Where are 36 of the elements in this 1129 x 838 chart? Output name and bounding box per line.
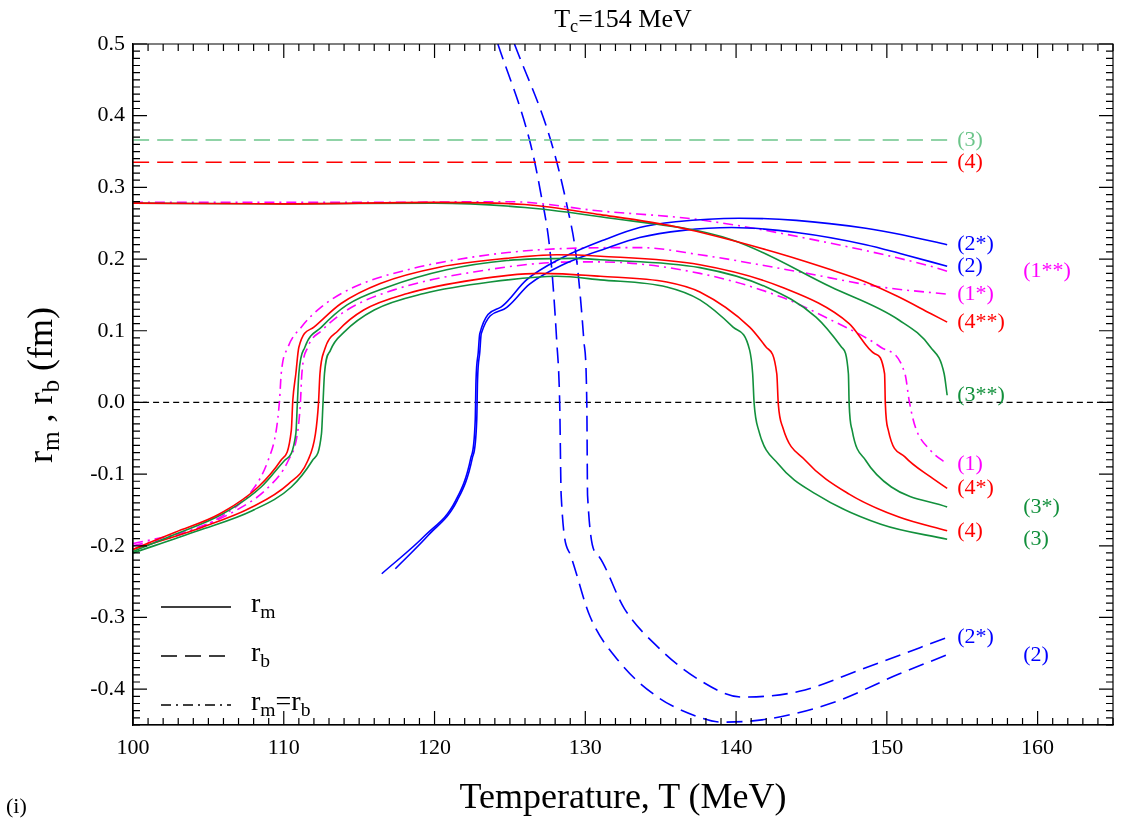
chart-title: T$_{c}$=154 MeV xyxy=(554,4,692,38)
annotation: r$_{b}$ xyxy=(251,634,271,673)
series-label: (1*) xyxy=(957,279,994,305)
x-tick-label: 100 xyxy=(116,733,150,759)
y-tick-label: 0.3 xyxy=(97,173,125,199)
y-tick-label: 0.1 xyxy=(97,316,125,342)
text: (1**) xyxy=(1023,257,1071,283)
annotation: r$_{m}$ xyxy=(251,586,276,624)
y-tick-label: -0.2 xyxy=(90,531,125,557)
text: (3*) xyxy=(1023,492,1060,518)
x-tick-label: 130 xyxy=(568,733,602,759)
text: (2) xyxy=(1023,640,1049,666)
series-label: (4*) xyxy=(957,474,994,500)
y-tick-label: 0.5 xyxy=(97,29,125,55)
series-label: (2*) xyxy=(957,623,994,649)
text: (3) xyxy=(1023,525,1049,551)
x-axis-title: Temperature, T (MeV) xyxy=(459,775,787,817)
series-label: (4) xyxy=(957,516,983,542)
annotation: r$_{m}$=r$_{b}$ xyxy=(251,683,311,722)
series-label: (3) xyxy=(957,125,983,151)
x-tick-label: 150 xyxy=(870,733,904,759)
series-label: (2*) xyxy=(957,230,994,256)
x-tick-label: 120 xyxy=(418,733,452,759)
x-tick-label: 160 xyxy=(1021,733,1055,759)
y-tick-label: -0.4 xyxy=(90,674,125,700)
y-tick-label: -0.1 xyxy=(90,459,125,485)
y-tick-label: 0.0 xyxy=(97,388,125,414)
y-tick-label: -0.3 xyxy=(90,603,125,629)
x-tick-label: 140 xyxy=(719,733,753,759)
y-tick-label: 0.4 xyxy=(97,101,125,127)
series-label: (3**) xyxy=(957,381,1005,407)
text: (i) xyxy=(6,793,27,819)
x-tick-label: 110 xyxy=(267,733,300,759)
series-label: (4**) xyxy=(957,307,1005,333)
y-tick-label: 0.2 xyxy=(97,244,125,270)
series-label: (1) xyxy=(957,449,983,475)
